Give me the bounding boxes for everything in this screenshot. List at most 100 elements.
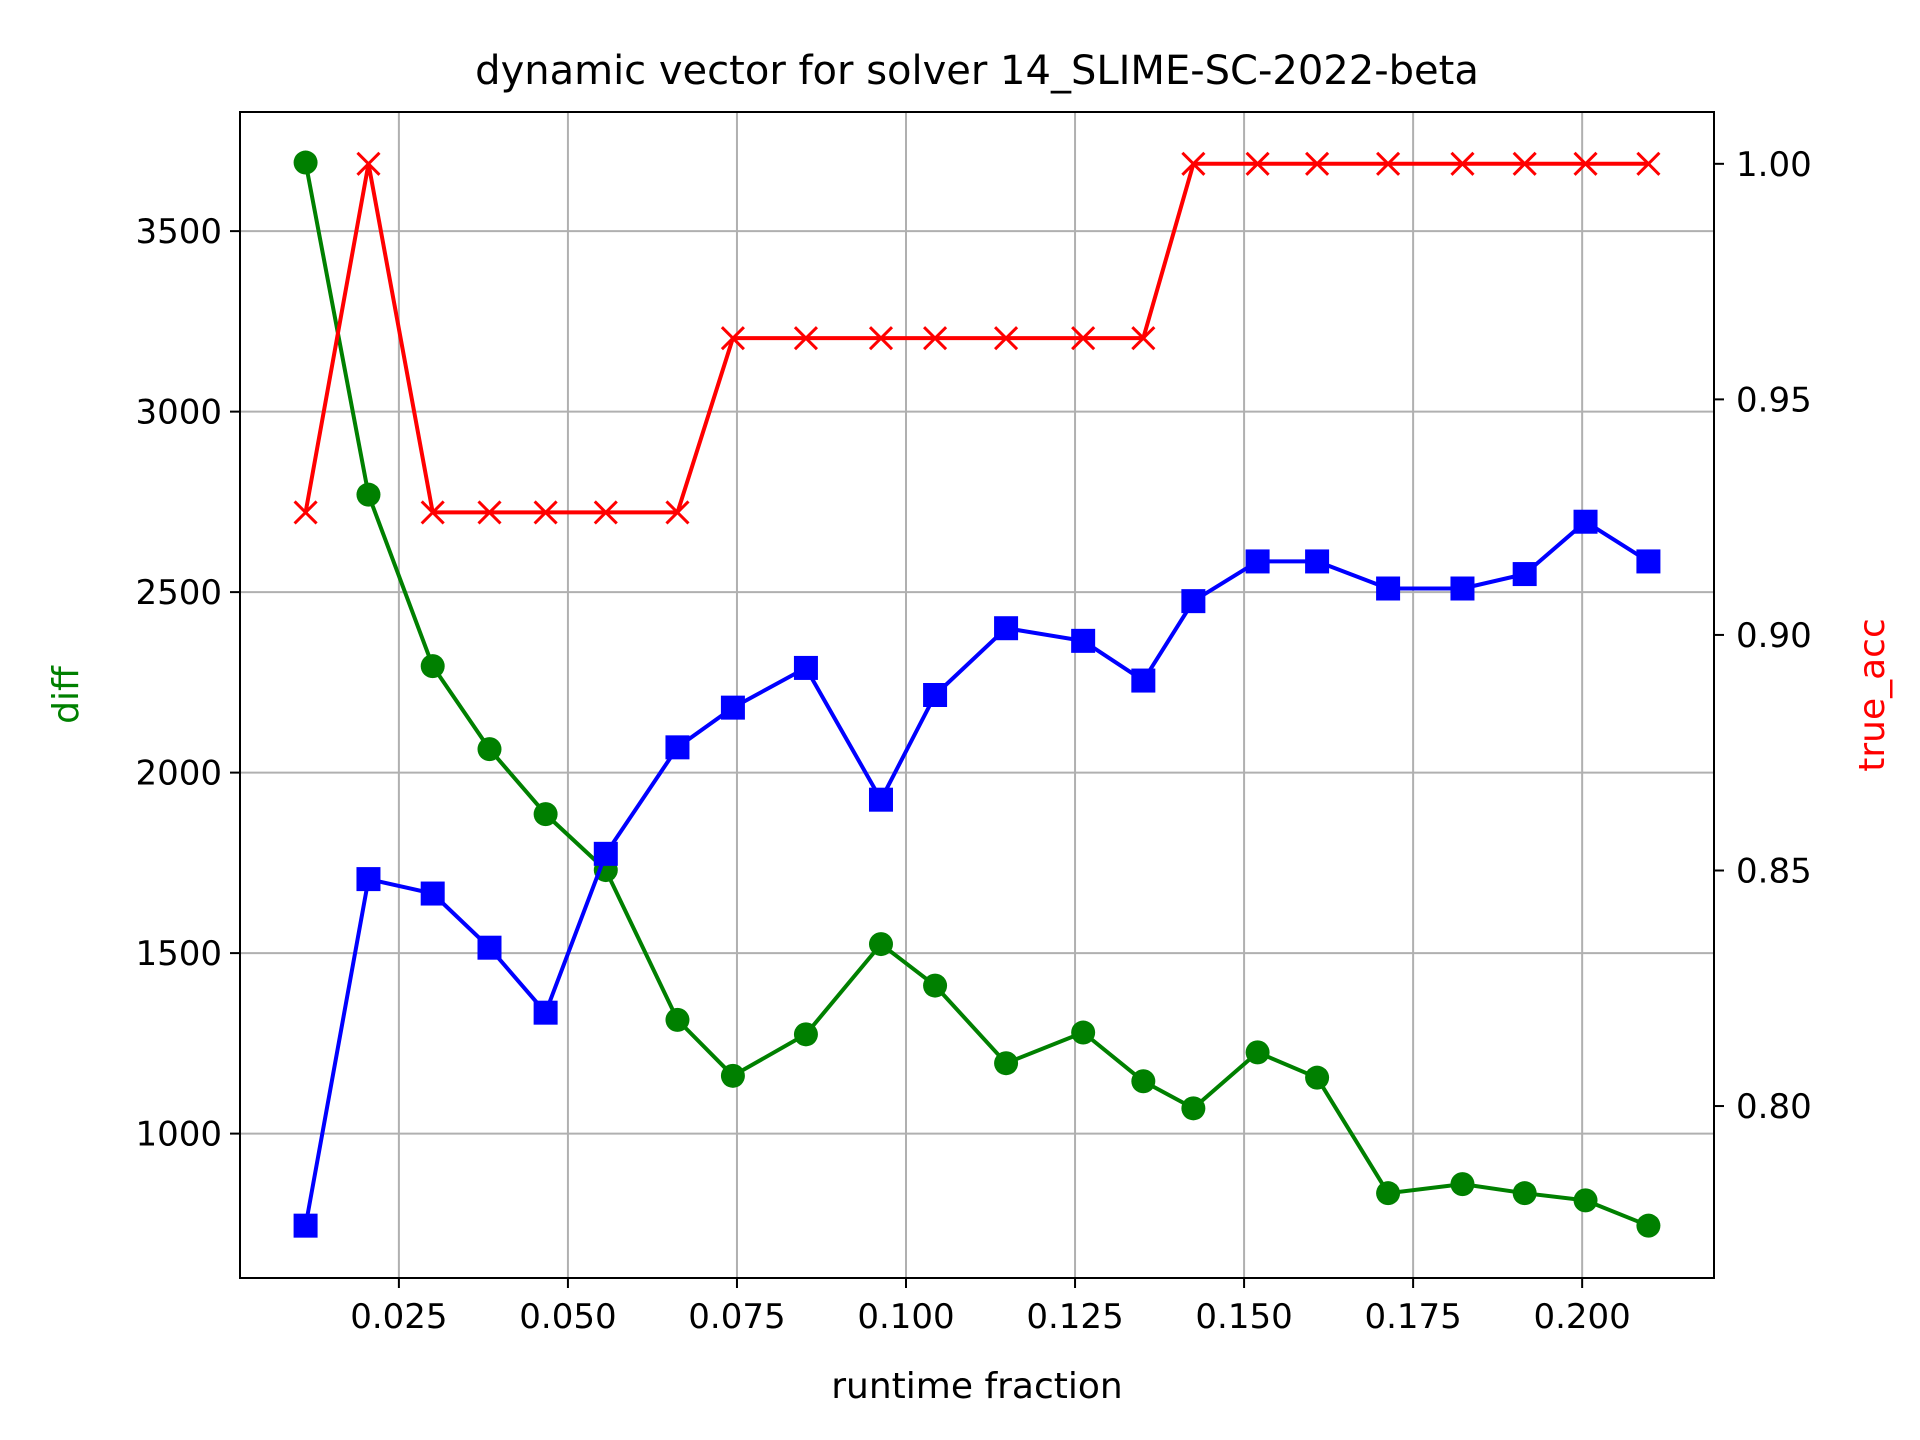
data-point-circle: [420, 654, 445, 679]
data-point-circle: [293, 150, 318, 175]
x-axis-label: runtime fraction: [831, 1366, 1123, 1407]
data-point-square: [1450, 576, 1475, 601]
data-point-circle: [533, 802, 558, 827]
x-marker-stroke: [1450, 151, 1475, 176]
x-tick-label: 0.150: [1195, 1297, 1292, 1337]
data-point-circle: [1450, 1172, 1475, 1197]
x-tick-label: 0.200: [1533, 1297, 1630, 1337]
x-marker-stroke: [293, 500, 318, 525]
data-point-square: [1636, 549, 1661, 574]
data-point-x: [868, 326, 894, 351]
y2-tick-label: 1.00: [1736, 145, 1812, 185]
y2-tick-label: 0.90: [1736, 616, 1812, 656]
data-point-square: [477, 935, 502, 960]
data-point-x: [720, 326, 745, 351]
data-point-circle: [923, 973, 948, 998]
series-line-2: [303, 161, 1649, 515]
x-marker-stroke: [1071, 326, 1096, 351]
data-point-square: [793, 655, 818, 680]
y2-tick-label: 0.85: [1736, 851, 1812, 891]
x-marker-stroke: [1245, 151, 1270, 176]
data-point-x: [1181, 151, 1206, 176]
data-point-x: [793, 326, 818, 351]
series-layer: [293, 150, 1661, 1238]
data-point-square: [1376, 576, 1401, 601]
data-point-x: [994, 326, 1019, 351]
data-point-square: [868, 787, 893, 812]
data-point-circle: [1376, 1181, 1401, 1206]
y-tick-label: 1500: [135, 934, 222, 974]
y2-axis-label: true_acc: [1852, 618, 1893, 772]
chart-title: dynamic vector for solver 14_SLIME-SC-20…: [475, 48, 1479, 94]
axes: 0.025 0.050 0.075 0.100 0.125 0.150 0.175 0.200…: [135, 145, 1811, 1337]
x-marker-stroke: [923, 326, 948, 351]
y-tick-label: 2500: [135, 573, 222, 613]
data-point-x: [593, 500, 618, 525]
x-marker-stroke: [665, 500, 690, 525]
x-marker-stroke: [1376, 151, 1401, 176]
data-point-circle: [868, 932, 893, 957]
series-line-0: [303, 162, 1650, 1228]
data-point-square: [593, 841, 618, 866]
x-tick-label: 0.100: [857, 1297, 954, 1337]
data-point-x: [1573, 151, 1598, 176]
data-point-circle: [1636, 1213, 1661, 1238]
data-point-circle: [356, 482, 381, 507]
data-point-square: [665, 735, 690, 760]
data-point-square: [720, 695, 745, 720]
x-marker-stroke: [1181, 151, 1206, 176]
data-point-x: [1071, 326, 1096, 351]
data-point-x: [356, 151, 381, 176]
x-marker-stroke: [720, 326, 745, 351]
data-point-circle: [720, 1063, 745, 1088]
data-point-square: [1573, 509, 1598, 534]
data-point-square: [356, 867, 381, 892]
data-point-circle: [1071, 1020, 1096, 1045]
y2-tick-label: 0.80: [1736, 1087, 1812, 1127]
x-tick-label: 0.050: [519, 1297, 616, 1337]
data-point-square: [1181, 589, 1206, 614]
data-point-x: [533, 500, 558, 525]
x-marker-stroke: [1131, 326, 1156, 351]
data-point-x: [1512, 151, 1537, 176]
y2-tick-label: 0.95: [1736, 380, 1812, 420]
data-point-circle: [1573, 1188, 1598, 1213]
x-tick-label: 0.075: [688, 1297, 785, 1337]
x-marker-stroke: [356, 151, 381, 176]
data-point-x: [1131, 326, 1156, 351]
x-marker-stroke: [533, 500, 558, 525]
data-point-circle: [1305, 1065, 1330, 1090]
x-marker-stroke: [477, 500, 502, 525]
data-point-x: [665, 500, 690, 525]
x-marker-stroke: [1636, 151, 1661, 176]
x-marker-stroke: [868, 326, 894, 351]
x-marker-stroke: [793, 326, 818, 351]
y-tick-label: 1000: [135, 1115, 222, 1155]
series-line-1: [303, 519, 1650, 1227]
plot-frame: [239, 111, 1715, 1279]
data-point-square: [533, 1000, 558, 1025]
data-point-x: [477, 500, 502, 525]
data-point-circle: [477, 737, 502, 762]
data-point-square: [994, 616, 1019, 641]
x-marker-stroke: [593, 500, 618, 525]
data-point-square: [923, 683, 948, 707]
x-marker-stroke: [994, 326, 1019, 351]
data-point-x: [420, 500, 445, 525]
y-tick-label: 3500: [135, 212, 222, 252]
data-point-x: [293, 500, 318, 525]
x-tick-label: 0.175: [1364, 1297, 1461, 1337]
data-point-x: [1376, 151, 1401, 176]
data-point-square: [1131, 668, 1156, 693]
y-axis-label: diff: [46, 665, 87, 724]
y-tick-label: 3000: [135, 393, 222, 433]
data-point-circle: [793, 1022, 818, 1047]
x-marker-stroke: [420, 500, 445, 525]
data-point-circle: [994, 1051, 1019, 1076]
data-point-circle: [665, 1007, 690, 1032]
grid: [240, 112, 1714, 1278]
data-point-square: [420, 881, 445, 906]
data-point-circle: [1512, 1181, 1537, 1206]
data-point-square: [1305, 549, 1330, 574]
